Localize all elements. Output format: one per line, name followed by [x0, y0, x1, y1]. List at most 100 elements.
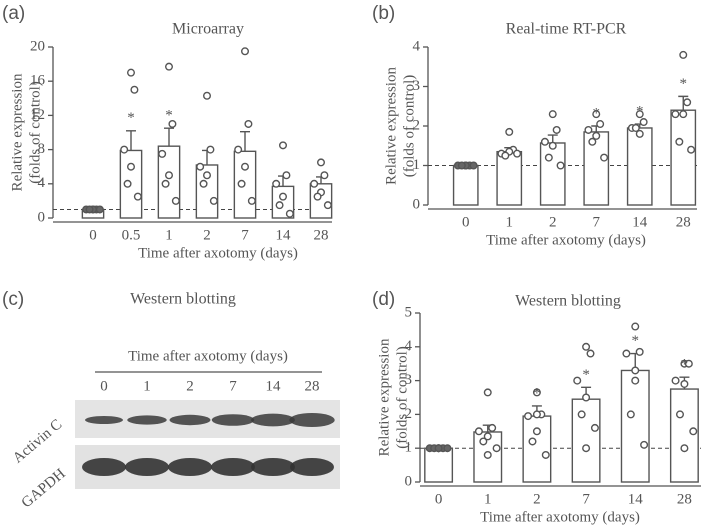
- lane-label: 0: [100, 378, 108, 394]
- lane-label: 1: [143, 378, 151, 394]
- panel-label: (c): [2, 289, 24, 310]
- data-point: [158, 149, 167, 158]
- x-tick-label: 7: [241, 227, 249, 243]
- data-point: [524, 412, 533, 421]
- data-point: [532, 410, 541, 419]
- data-point: [679, 50, 688, 59]
- data-point: [317, 158, 326, 167]
- data-point: [285, 209, 294, 218]
- y-tick-label: 20: [30, 38, 45, 54]
- x-tick-label: 2: [533, 491, 541, 507]
- data-point: [488, 423, 497, 432]
- data-point: [164, 171, 173, 180]
- x-tick-label: 1: [165, 227, 173, 243]
- data-point: [596, 120, 605, 129]
- western-blot: (c) Western blotting Time after axotomy …: [2, 289, 340, 511]
- data-point: [687, 145, 696, 154]
- y-axis-label: (folds of control): [27, 81, 43, 183]
- blot-title: Western blotting: [130, 291, 236, 308]
- data-point: [161, 179, 170, 188]
- data-point: [588, 137, 597, 146]
- data-point: [202, 91, 211, 100]
- data-point: [671, 110, 680, 119]
- data-point: [492, 444, 501, 453]
- data-point: [684, 359, 693, 368]
- x-axis-label: Time after axotomy (days): [138, 245, 298, 261]
- x-tick-label: 28: [677, 491, 692, 507]
- data-point: [582, 393, 591, 402]
- chart-title: Real-time RT-PCR: [506, 21, 627, 38]
- data-point: [434, 444, 443, 453]
- data-point: [240, 47, 249, 56]
- x-tick-label: 28: [676, 214, 691, 230]
- data-point: [247, 196, 256, 205]
- data-point: [479, 437, 488, 446]
- data-point: [675, 410, 684, 419]
- error-bar: [678, 95, 689, 111]
- bar: [583, 131, 610, 206]
- data-point: [631, 322, 640, 331]
- data-point: [513, 149, 522, 158]
- data-point: [680, 379, 689, 388]
- bar: [670, 109, 697, 206]
- data-point: [168, 119, 177, 128]
- chart: (a) Microarray Relative expression (folds o…: [2, 3, 333, 261]
- y-tick-label: 2: [413, 117, 421, 133]
- y-tick-label: 1: [405, 440, 413, 456]
- y-tick-label: 4: [38, 175, 46, 191]
- data-point: [671, 376, 680, 385]
- data-point: [586, 349, 595, 358]
- data-point: [206, 145, 215, 154]
- x-tick-label: 14: [632, 214, 648, 230]
- y-axis-label: Relative expression: [376, 338, 392, 456]
- data-point: [548, 110, 557, 119]
- lane-label: 28: [305, 378, 320, 394]
- data-point: [552, 125, 561, 134]
- band: [211, 458, 255, 476]
- band: [125, 458, 169, 476]
- band: [127, 415, 167, 425]
- bar: [424, 447, 454, 483]
- data-point: [237, 179, 246, 188]
- significance: *: [636, 103, 644, 119]
- data-point: [584, 125, 593, 134]
- chart: (d) Western blotting Relative expression (f…: [372, 289, 701, 525]
- y-axis-label: (folds of control): [394, 346, 410, 448]
- data-point: [556, 161, 565, 170]
- error-bar: [240, 130, 250, 152]
- data-point: [240, 162, 249, 171]
- data-point: [528, 437, 537, 446]
- row-label: Activin C: [10, 417, 65, 467]
- x-axis-label: Time after axotomy (days): [486, 232, 646, 248]
- data-point: [582, 444, 591, 453]
- y-tick-label: 5: [405, 304, 413, 320]
- data-point: [279, 192, 288, 201]
- data-point: [313, 192, 322, 201]
- y-tick-label: 0: [405, 473, 413, 489]
- data-point: [95, 205, 104, 214]
- panel-label: (a): [2, 3, 25, 24]
- chart-title: Western blotting: [515, 293, 621, 310]
- band: [82, 458, 126, 476]
- band: [289, 413, 335, 427]
- band: [211, 414, 255, 426]
- data-point: [126, 68, 135, 77]
- bar: [539, 142, 566, 206]
- data-point: [635, 129, 644, 138]
- data-point: [532, 388, 541, 397]
- significance: *: [533, 385, 541, 401]
- x-tick-label: 2: [203, 227, 211, 243]
- y-tick-label: 0: [38, 209, 46, 225]
- chart: (b) Real-time RT-PCR Relative expression (f…: [372, 3, 697, 248]
- y-axis-label: (folds of control): [401, 75, 417, 177]
- data-point: [631, 123, 640, 132]
- data-point: [85, 205, 94, 214]
- bar: [452, 164, 479, 206]
- x-tick-label: 1: [506, 214, 514, 230]
- data-point: [234, 145, 243, 154]
- bar: [626, 127, 653, 206]
- data-point: [582, 342, 591, 351]
- y-tick-label: 4: [413, 38, 421, 54]
- data-point: [469, 161, 478, 170]
- data-point: [600, 153, 609, 162]
